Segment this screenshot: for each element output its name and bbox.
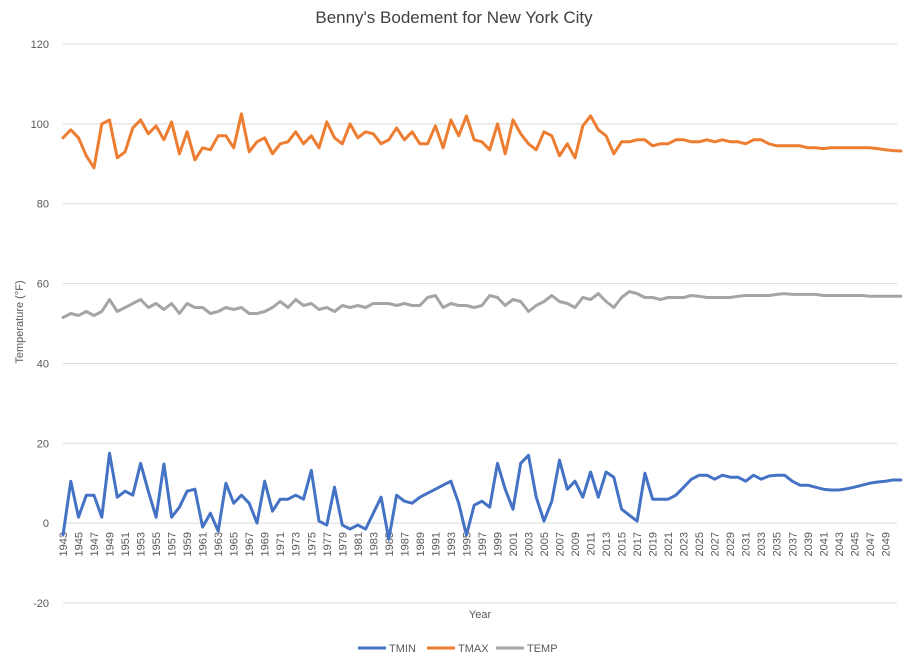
x-tick-label: 2029 xyxy=(725,532,737,556)
x-tick-label: 1997 xyxy=(477,532,489,556)
x-tick-label: 2033 xyxy=(756,532,768,556)
x-tick-label: 2019 xyxy=(648,532,660,556)
x-tick-label: 2027 xyxy=(710,532,722,556)
x-tick-label: 2021 xyxy=(663,532,675,556)
series-line-tmin xyxy=(61,451,903,541)
y-tick-label: 80 xyxy=(37,199,49,211)
x-tick-label: 2007 xyxy=(555,532,567,556)
x-tick-label: 2035 xyxy=(772,532,784,556)
legend-label-temp: TEMP xyxy=(527,643,558,655)
x-tick-label: 1983 xyxy=(368,532,380,556)
x-tick-label: 1949 xyxy=(105,532,117,556)
x-tick-label: 1959 xyxy=(182,532,194,556)
x-tick-label: 1957 xyxy=(167,532,179,556)
x-tick-label: 2025 xyxy=(694,532,706,556)
x-tick-label: 1993 xyxy=(446,532,458,556)
x-axis-title: Year xyxy=(469,609,492,621)
x-tick-label: 1943 xyxy=(58,532,70,556)
x-tick-label: 1977 xyxy=(322,532,334,556)
x-tick-label: 2047 xyxy=(865,532,877,556)
x-tick-label: 2039 xyxy=(803,532,815,556)
x-tick-label: 1981 xyxy=(353,532,365,556)
series-layer xyxy=(61,112,903,541)
series-line-temp xyxy=(61,290,903,319)
y-axis-ticks: -20 0 20 40 60 80 100 120 xyxy=(31,39,49,610)
legend: TMIN TMAX TEMP xyxy=(358,643,558,655)
x-tick-label: 2043 xyxy=(834,532,846,556)
y-tick-label: 60 xyxy=(37,279,49,291)
y-tick-label: 40 xyxy=(37,358,49,370)
x-tick-label: 2023 xyxy=(679,532,691,556)
x-tick-label: 2031 xyxy=(741,532,753,556)
x-tick-label: 1971 xyxy=(275,532,287,556)
x-tick-label: 1963 xyxy=(213,532,225,556)
x-tick-label: 1999 xyxy=(492,532,504,556)
x-tick-label: 2041 xyxy=(818,532,830,556)
x-tick-label: 2009 xyxy=(570,532,582,556)
series-line-tmax xyxy=(61,112,903,170)
x-tick-label: 2005 xyxy=(539,532,551,556)
x-tick-label: 1987 xyxy=(399,532,411,556)
x-tick-label: 2001 xyxy=(508,532,520,556)
x-tick-label: 2013 xyxy=(601,532,613,556)
y-tick-label: 120 xyxy=(31,39,49,51)
x-tick-label: 1953 xyxy=(136,532,148,556)
x-tick-label: 1989 xyxy=(415,532,427,556)
x-tick-label: 1979 xyxy=(337,532,349,556)
x-tick-label: 1991 xyxy=(430,532,442,556)
x-tick-label: 2017 xyxy=(632,532,644,556)
legend-label-tmin: TMIN xyxy=(389,643,416,655)
x-axis-ticks: 1943 1945 1947 1949 1951 1953 1955 1957 1959 1961… xyxy=(58,532,892,556)
x-tick-label: 1961 xyxy=(198,532,210,556)
x-tick-label: 1973 xyxy=(291,532,303,556)
x-tick-label: 2011 xyxy=(586,532,598,556)
x-tick-label: 2049 xyxy=(880,532,892,556)
y-tick-label: 100 xyxy=(31,119,49,131)
x-tick-label: 1967 xyxy=(244,532,256,556)
x-tick-label: 1985 xyxy=(384,532,396,556)
y-tick-label: 20 xyxy=(37,438,49,450)
x-tick-label: 1951 xyxy=(120,532,132,556)
x-tick-label: 2037 xyxy=(787,532,799,556)
legend-label-tmax: TMAX xyxy=(458,643,489,655)
x-tick-label: 2003 xyxy=(523,532,535,556)
x-tick-label: 1975 xyxy=(306,532,318,556)
x-tick-label: 2015 xyxy=(617,532,629,556)
y-axis-title: Temperature (°F) xyxy=(14,280,26,363)
y-tick-label: -20 xyxy=(33,598,49,610)
chart-title: Benny's Bodement for New York City xyxy=(315,8,593,27)
y-tick-label: 0 xyxy=(43,518,49,530)
gridlines xyxy=(63,43,897,604)
x-tick-label: 1955 xyxy=(151,532,163,556)
x-tick-label: 1995 xyxy=(461,532,473,556)
x-tick-label: 1947 xyxy=(89,532,101,556)
x-tick-label: 1945 xyxy=(74,532,86,556)
x-tick-label: 1969 xyxy=(260,532,272,556)
x-tick-label: 2045 xyxy=(849,532,861,556)
x-tick-label: 1965 xyxy=(229,532,241,556)
